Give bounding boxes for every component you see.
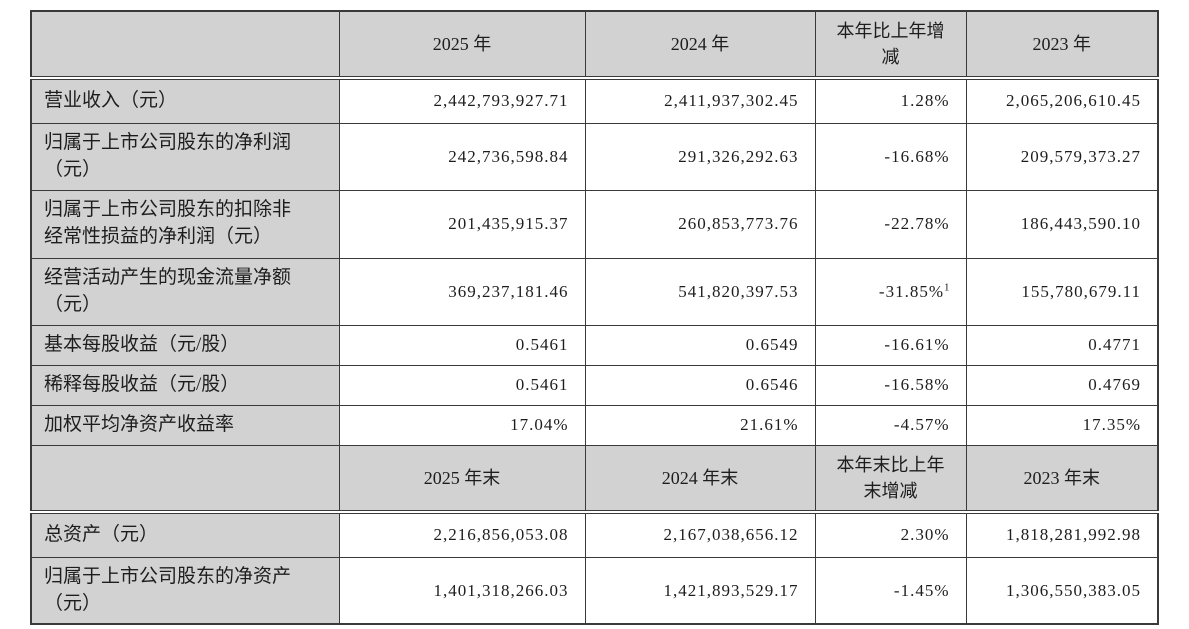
table-row-net-profit-excl-nonrecurring: 归属于上市公司股东的扣除非经常性损益的净利润（元） 201,435,915.37… [30,189,1159,259]
value-2024: 0.6546 [584,364,816,406]
header-2024: 2024 年 [584,10,816,81]
value-2023: 186,443,590.10 [965,189,1159,259]
row-label: 归属于上市公司股东的扣除非经常性损益的净利润（元） [30,189,340,259]
value-change: -16.61% [814,324,967,366]
header-2025-end: 2025 年末 [338,444,586,515]
header-2025: 2025 年 [338,10,586,81]
value-2025: 2,216,856,053.08 [338,511,586,558]
row-label: 基本每股收益（元/股） [30,324,340,366]
table-row-net-assets: 归属于上市公司股东的净资产（元） 1,401,318,266.03 1,421,… [30,556,1159,625]
value-2024: 21.61% [584,404,816,446]
value-2025: 1,401,318,266.03 [338,556,586,625]
table-row-weighted-avg-roe: 加权平均净资产收益率 17.04% 21.61% -4.57% 17.35% [30,404,1159,446]
row-label: 经营活动产生的现金流量净额（元） [30,257,340,326]
value-2025: 369,237,181.46 [338,257,586,326]
header-row-annual: 2025 年 2024 年 本年比上年增减 2023 年 [30,10,1159,81]
value-2025: 2,442,793,927.71 [338,77,586,124]
value-2023: 1,818,281,992.98 [965,511,1159,558]
header-2024-end: 2024 年末 [584,444,816,515]
value-2025: 201,435,915.37 [338,189,586,259]
row-label: 归属于上市公司股东的净利润（元） [30,122,340,191]
row-label: 加权平均净资产收益率 [30,404,340,446]
value-2023: 0.4771 [965,324,1159,366]
value-2024: 541,820,397.53 [584,257,816,326]
row-label: 总资产（元） [30,511,340,558]
value-change: 2.30% [814,511,967,558]
header-2023-end: 2023 年末 [965,444,1159,515]
header-yoy-change: 本年比上年增减 [814,10,967,81]
value-2025: 17.04% [338,404,586,446]
value-change: 1.28% [814,77,967,124]
value-2025: 0.5461 [338,364,586,406]
header-blank-cell [30,444,340,515]
value-2025: 242,736,598.84 [338,122,586,191]
value-2025: 0.5461 [338,324,586,366]
financial-summary-table: 2025 年 2024 年 本年比上年增减 2023 年 营业收入（元） 2,4… [30,10,1159,626]
value-2024: 2,167,038,656.12 [584,511,816,558]
table-row-total-assets: 总资产（元） 2,216,856,053.08 2,167,038,656.12… [30,511,1159,558]
row-label: 稀释每股收益（元/股） [30,364,340,406]
value-2024: 291,326,292.63 [584,122,816,191]
value-change: -4.57% [814,404,967,446]
value-2023: 155,780,679.11 [965,257,1159,326]
value-2023: 17.35% [965,404,1159,446]
value-2023: 0.4769 [965,364,1159,406]
value-2024: 260,853,773.76 [584,189,816,259]
table-row-diluted-eps: 稀释每股收益（元/股） 0.5461 0.6546 -16.58% 0.4769 [30,364,1159,406]
value-2024: 2,411,937,302.45 [584,77,816,124]
table-row-basic-eps: 基本每股收益（元/股） 0.5461 0.6549 -16.61% 0.4771 [30,324,1159,366]
table-row-operating-cash-flow: 经营活动产生的现金流量净额（元） 369,237,181.46 541,820,… [30,257,1159,326]
change-value: -31.85% [878,281,944,301]
header-yoy-end-change: 本年末比上年末增减 [814,444,967,515]
value-change: -1.45% [814,556,967,625]
row-label: 营业收入（元） [30,77,340,124]
row-label: 归属于上市公司股东的净资产（元） [30,556,340,625]
table-row-net-profit: 归属于上市公司股东的净利润（元） 242,736,598.84 291,326,… [30,122,1159,191]
key-financials-table: 2025 年 2024 年 本年比上年增减 2023 年 营业收入（元） 2,4… [30,10,1159,626]
value-change: -22.78% [814,189,967,259]
footnote-marker: 1 [944,280,950,293]
header-2023: 2023 年 [965,10,1159,81]
value-change: -31.85%1 [814,257,967,326]
header-row-period-end: 2025 年末 2024 年末 本年末比上年末增减 2023 年末 [30,444,1159,515]
value-2023: 2,065,206,610.45 [965,77,1159,124]
value-2024: 1,421,893,529.17 [584,556,816,625]
value-change: -16.68% [814,122,967,191]
table-row-operating-revenue: 营业收入（元） 2,442,793,927.71 2,411,937,302.4… [30,77,1159,124]
value-2024: 0.6549 [584,324,816,366]
header-blank-cell [30,10,340,81]
value-2023: 1,306,550,383.05 [965,556,1159,625]
value-change: -16.58% [814,364,967,406]
value-2023: 209,579,373.27 [965,122,1159,191]
